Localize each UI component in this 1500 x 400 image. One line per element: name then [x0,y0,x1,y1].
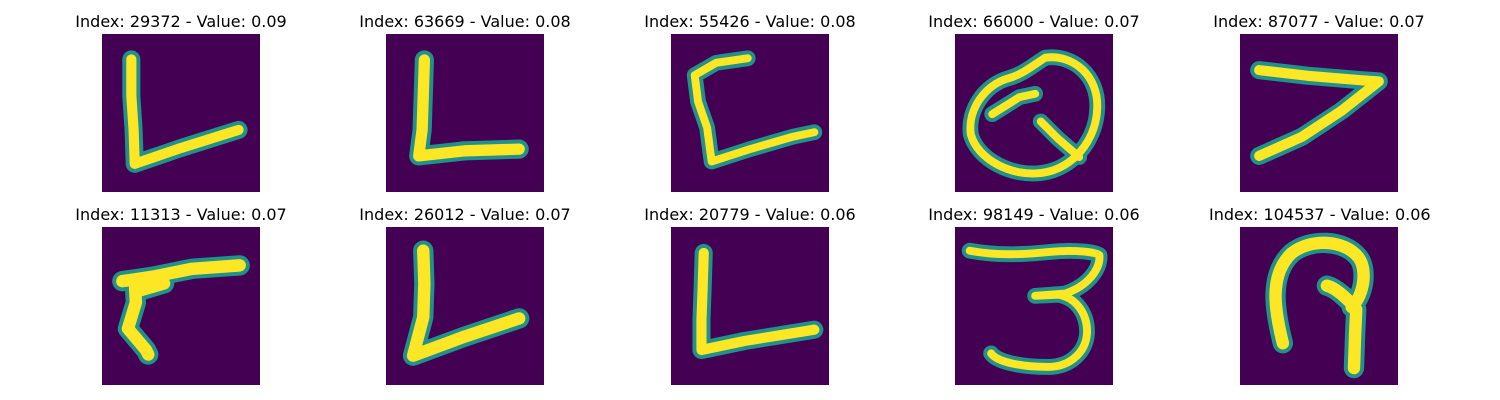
panel-5: Index: 87077 - Value: 0.07 [1209,12,1429,192]
panel-image [386,227,544,385]
panel-title: Index: 26012 - Value: 0.07 [359,205,571,224]
panel-title: Index: 87077 - Value: 0.07 [1213,12,1425,31]
panel-10: Index: 104537 - Value: 0.06 [1209,205,1431,385]
panel-image [102,34,260,192]
panel-image [1240,227,1398,385]
panel-image [386,34,544,192]
panel-4: Index: 66000 - Value: 0.07 [924,12,1144,192]
panel-2: Index: 63669 - Value: 0.08 [355,12,575,192]
panel-image [1240,34,1398,192]
panel-8: Index: 20779 - Value: 0.06 [640,205,860,385]
panel-title: Index: 104537 - Value: 0.06 [1209,205,1431,224]
panel-image [671,34,829,192]
panel-title: Index: 66000 - Value: 0.07 [928,12,1140,31]
panel-3: Index: 55426 - Value: 0.08 [640,12,860,192]
panel-title: Index: 55426 - Value: 0.08 [644,12,856,31]
panel-title: Index: 29372 - Value: 0.09 [75,12,287,31]
panel-title: Index: 98149 - Value: 0.06 [928,205,1140,224]
panel-image [955,34,1113,192]
panel-image [955,227,1113,385]
panel-1: Index: 29372 - Value: 0.09 [71,12,291,192]
panel-9: Index: 98149 - Value: 0.06 [924,205,1144,385]
panel-6: Index: 11313 - Value: 0.07 [71,205,291,385]
panel-title: Index: 63669 - Value: 0.08 [359,12,571,31]
panel-image [671,227,829,385]
panel-title: Index: 11313 - Value: 0.07 [75,205,287,224]
panel-image [102,227,260,385]
panel-7: Index: 26012 - Value: 0.07 [355,205,575,385]
panel-title: Index: 20779 - Value: 0.06 [644,205,856,224]
